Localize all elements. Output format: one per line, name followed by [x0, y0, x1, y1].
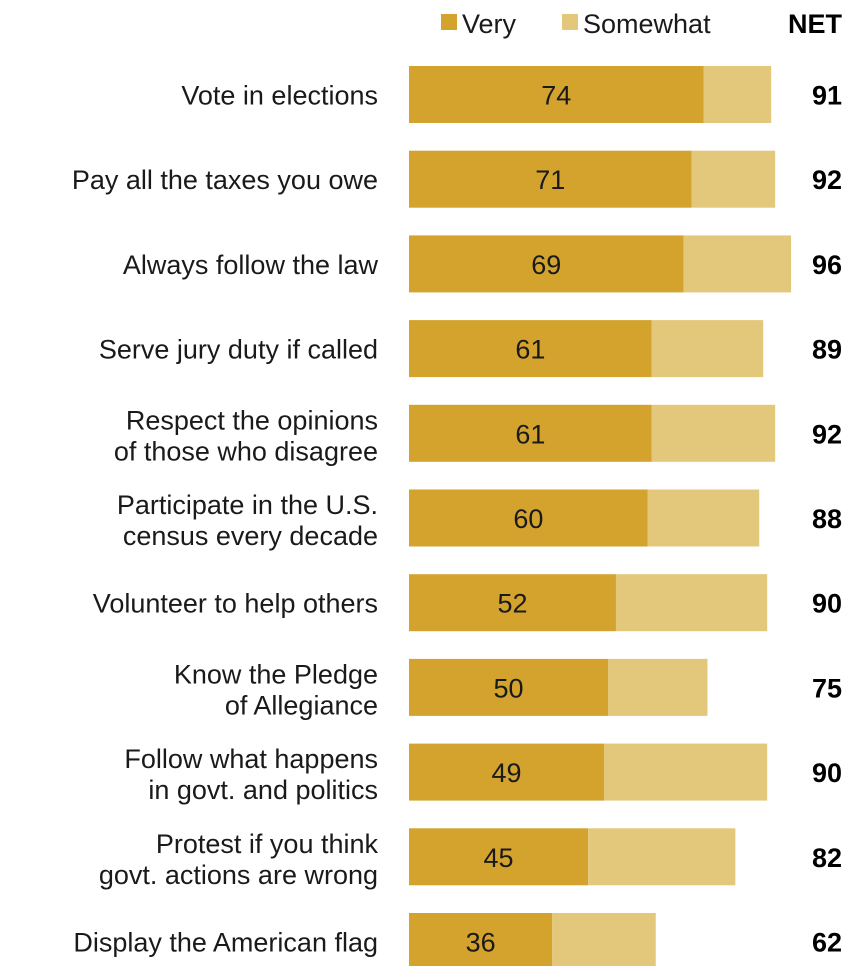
bar-somewhat [703, 66, 772, 123]
bar-somewhat [651, 404, 776, 462]
net-value: 89 [812, 335, 842, 365]
bar-very [409, 404, 652, 462]
chart-row: Vote in elections 74 91 [181, 66, 842, 123]
bar-somewhat [691, 150, 776, 208]
chart-row: Volunteer to help others 52 90 [93, 574, 842, 632]
chart-row: Pay all the taxes you owe 71 92 [72, 150, 842, 208]
category-label: Pay all the taxes you owe [72, 165, 378, 195]
net-value: 62 [812, 928, 842, 958]
bar-somewhat [588, 828, 736, 886]
net-value: 96 [812, 250, 842, 280]
category-label: Serve jury duty if called [99, 335, 378, 365]
category-label: Know the Pledge of Allegiance [174, 659, 378, 720]
value-label-very: 60 [513, 504, 543, 534]
legend-swatch-somewhat [562, 14, 578, 30]
bar-very [409, 489, 648, 547]
net-value: 88 [812, 504, 842, 534]
value-label-very: 61 [515, 335, 545, 365]
value-label-very: 50 [493, 673, 523, 703]
legend-swatch-very [441, 14, 457, 30]
category-label: Participate in the U.S. census every deca… [117, 490, 378, 551]
bar-somewhat [683, 235, 792, 293]
category-label: Protest if you think govt. actions are wr… [99, 829, 379, 890]
chart-rows: Vote in elections 74 91 Pay all the taxes y… [72, 66, 842, 966]
chart-row: Respect the opinions of those who disagre… [114, 404, 842, 466]
bar-somewhat [608, 658, 708, 716]
category-label: Vote in elections [181, 81, 378, 111]
value-label-very: 61 [515, 419, 545, 449]
chart-row: Always follow the law 69 96 [123, 235, 842, 293]
bar-very [409, 150, 692, 208]
value-label-very: 49 [491, 758, 521, 788]
chart-row: Serve jury duty if called 61 89 [99, 320, 842, 378]
legend-label-somewhat: Somewhat [583, 9, 711, 39]
bar-very [409, 913, 553, 966]
bar-very [409, 658, 608, 716]
category-label: Follow what happens in govt. and politics [124, 744, 378, 805]
bar-very [409, 66, 704, 123]
category-label: Display the American flag [73, 928, 378, 958]
category-label: Respect the opinions of those who disagre… [114, 405, 378, 466]
legend-label-very: Very [462, 9, 517, 39]
net-value: 90 [812, 758, 842, 788]
net-value: 91 [812, 81, 842, 111]
net-value: 90 [812, 589, 842, 619]
chart-row: Know the Pledge of Allegiance 50 75 [174, 658, 842, 720]
chart-row: Follow what happens in govt. and politics… [124, 743, 842, 805]
net-value: 82 [812, 843, 842, 873]
value-label-very: 69 [531, 250, 561, 280]
bar-very [409, 235, 684, 293]
bar-somewhat [604, 743, 768, 801]
net-value: 92 [812, 419, 842, 449]
chart-row: Protest if you think govt. actions are wr… [99, 828, 842, 890]
value-label-very: 36 [466, 928, 496, 958]
value-label-very: 71 [535, 165, 565, 195]
value-label-very: 45 [484, 843, 514, 873]
legend: Very Somewhat NET [441, 9, 843, 39]
bar-somewhat [651, 320, 764, 378]
value-label-very: 74 [541, 81, 571, 111]
bar-somewhat [552, 913, 656, 966]
category-label: Always follow the law [123, 250, 379, 280]
chart-row: Display the American flag 36 62 [73, 913, 842, 966]
bar-somewhat [615, 574, 768, 632]
net-value: 75 [812, 673, 842, 703]
chart-row: Participate in the U.S. census every deca… [117, 489, 842, 551]
net-value: 92 [812, 165, 842, 195]
net-header: NET [788, 9, 843, 39]
category-label: Volunteer to help others [93, 589, 378, 619]
bar-very [409, 828, 589, 886]
value-label-very: 52 [497, 589, 527, 619]
bar-very [409, 320, 652, 378]
bar-somewhat [647, 489, 760, 547]
bar-very [409, 574, 616, 632]
bar-very [409, 743, 605, 801]
